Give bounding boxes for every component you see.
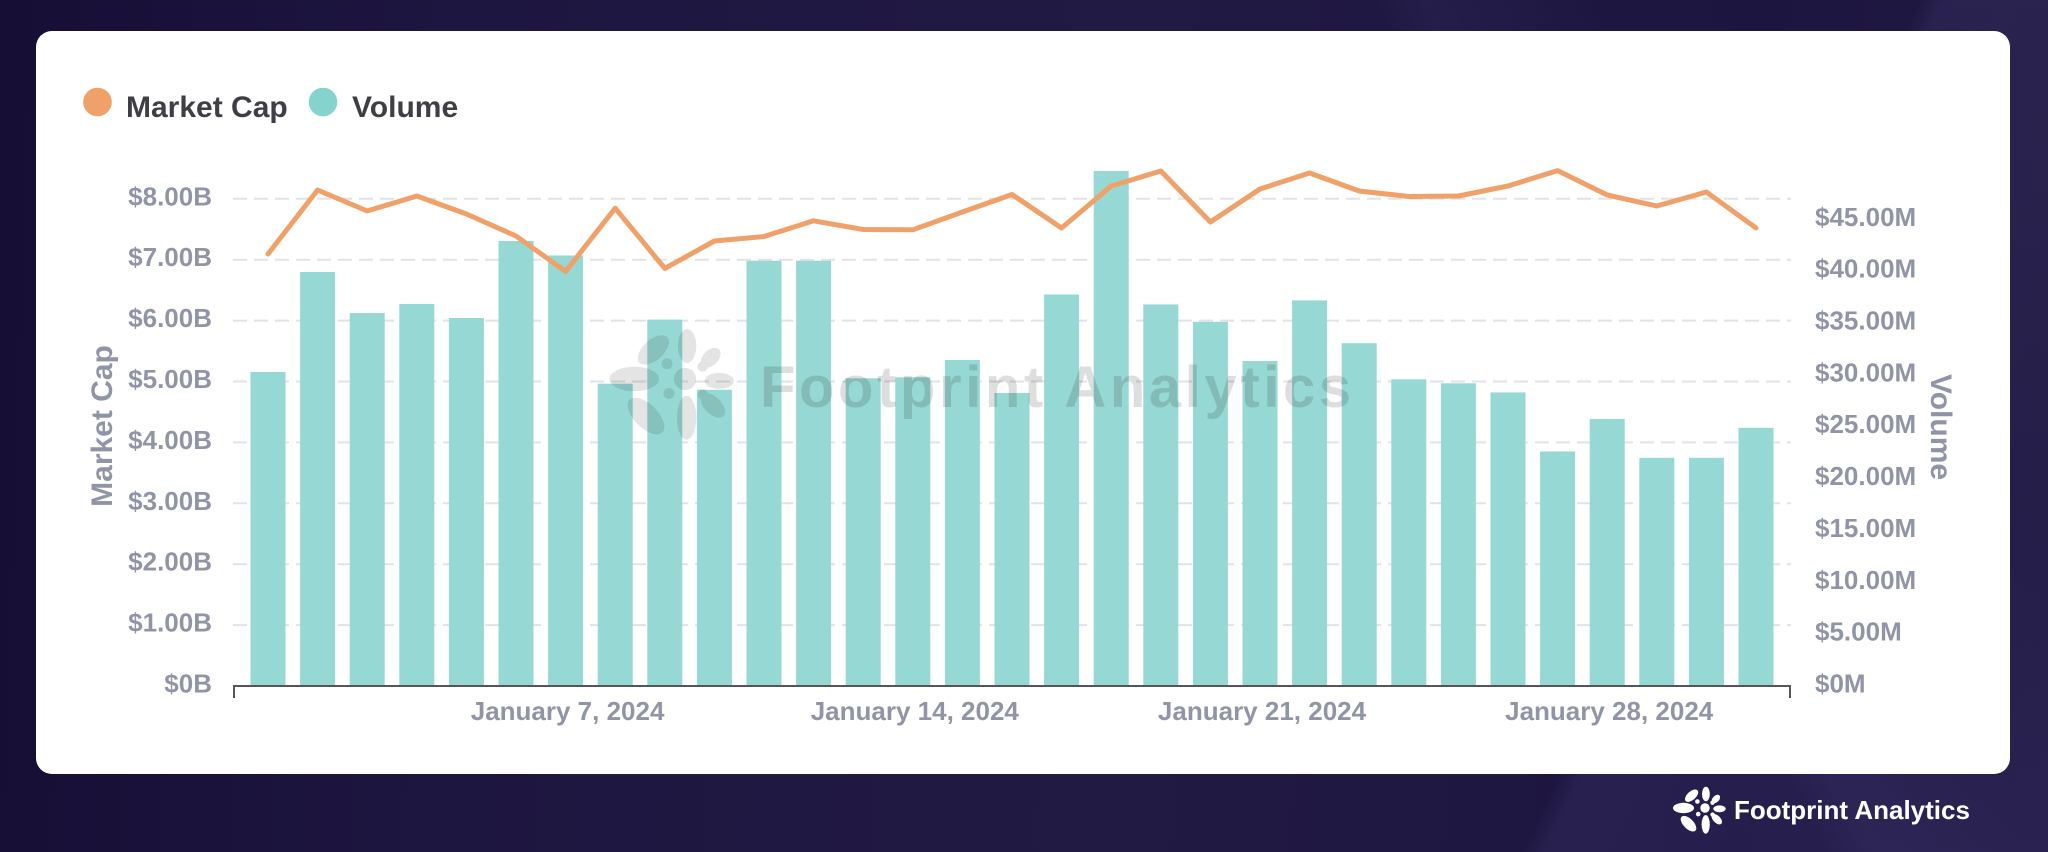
svg-text:$30.00M: $30.00M: [1815, 357, 1916, 387]
svg-text:$2.00B: $2.00B: [128, 547, 212, 577]
svg-text:Footprint Analytics: Footprint Analytics: [1734, 795, 1970, 825]
svg-text:$5.00B: $5.00B: [128, 364, 212, 394]
svg-text:$0M: $0M: [1815, 669, 1866, 699]
svg-text:$0B: $0B: [164, 669, 212, 699]
svg-text:$5.00M: $5.00M: [1815, 617, 1902, 647]
svg-text:Market Cap: Market Cap: [86, 345, 119, 507]
svg-text:$6.00B: $6.00B: [128, 303, 212, 333]
svg-text:$35.00M: $35.00M: [1815, 306, 1916, 336]
svg-text:$3.00B: $3.00B: [128, 486, 212, 516]
svg-text:$15.00M: $15.00M: [1815, 513, 1916, 543]
svg-text:January 14, 2024: January 14, 2024: [811, 696, 1020, 726]
svg-text:$10.00M: $10.00M: [1815, 565, 1916, 595]
svg-text:January 28, 2024: January 28, 2024: [1505, 696, 1714, 726]
svg-text:January 7, 2024: January 7, 2024: [471, 696, 665, 726]
svg-text:$7.00B: $7.00B: [128, 242, 212, 272]
svg-text:Volume: Volume: [1924, 374, 1957, 480]
svg-text:Volume: Volume: [352, 91, 458, 124]
svg-text:$8.00B: $8.00B: [128, 181, 212, 211]
svg-text:January 21, 2024: January 21, 2024: [1158, 696, 1367, 726]
svg-text:$45.00M: $45.00M: [1815, 202, 1916, 232]
svg-text:$1.00B: $1.00B: [128, 608, 212, 638]
svg-text:$25.00M: $25.00M: [1815, 409, 1916, 439]
svg-text:$4.00B: $4.00B: [128, 425, 212, 455]
svg-text:$40.00M: $40.00M: [1815, 254, 1916, 284]
svg-text:$20.00M: $20.00M: [1815, 461, 1916, 491]
svg-text:Footprint Analytics: Footprint Analytics: [760, 355, 1355, 420]
svg-text:Market Cap: Market Cap: [126, 91, 288, 124]
